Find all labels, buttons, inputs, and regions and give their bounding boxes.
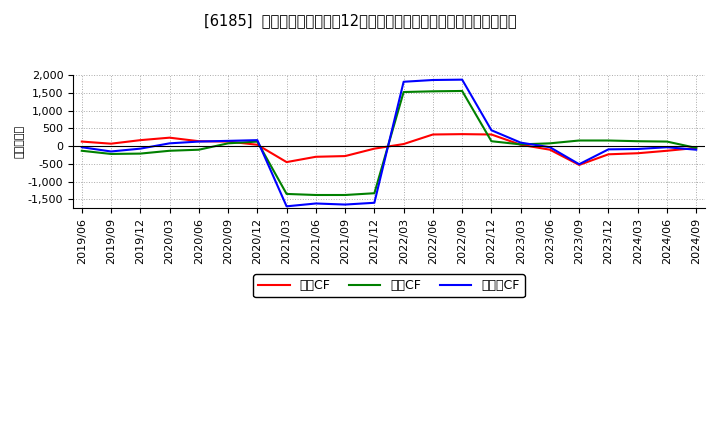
投資CF — [136, 151, 145, 156]
営業CF — [662, 148, 671, 154]
営業CF — [400, 141, 408, 147]
フリーCF — [136, 146, 145, 151]
営業CF — [575, 162, 583, 168]
フリーCF — [634, 147, 642, 152]
営業CF — [107, 141, 115, 147]
Line: フリーCF: フリーCF — [82, 80, 696, 206]
投資CF — [428, 89, 437, 94]
営業CF — [634, 150, 642, 156]
フリーCF — [78, 145, 86, 150]
営業CF — [136, 138, 145, 143]
営業CF — [224, 139, 233, 144]
フリーCF — [253, 138, 261, 143]
営業CF — [194, 139, 203, 144]
営業CF — [692, 145, 701, 150]
フリーCF — [487, 128, 496, 133]
フリーCF — [458, 77, 467, 82]
投資CF — [634, 139, 642, 144]
Y-axis label: （百万円）: （百万円） — [15, 125, 25, 158]
投資CF — [604, 138, 613, 143]
投資CF — [224, 141, 233, 146]
営業CF — [516, 142, 525, 147]
フリーCF — [546, 145, 554, 150]
フリーCF — [428, 77, 437, 83]
フリーCF — [575, 161, 583, 167]
フリーCF — [341, 202, 349, 207]
営業CF — [312, 154, 320, 159]
フリーCF — [400, 79, 408, 84]
投資CF — [400, 89, 408, 95]
営業CF — [428, 132, 437, 137]
フリーCF — [370, 200, 379, 205]
営業CF — [282, 159, 291, 165]
フリーCF — [165, 141, 174, 146]
投資CF — [370, 191, 379, 196]
営業CF — [78, 139, 86, 144]
フリーCF — [692, 147, 701, 152]
投資CF — [165, 148, 174, 154]
フリーCF — [107, 149, 115, 154]
Line: 営業CF: 営業CF — [82, 134, 696, 165]
フリーCF — [194, 139, 203, 144]
フリーCF — [516, 140, 525, 145]
投資CF — [487, 139, 496, 144]
投資CF — [458, 88, 467, 94]
投資CF — [692, 145, 701, 150]
Line: 投資CF: 投資CF — [82, 91, 696, 195]
投資CF — [312, 192, 320, 198]
営業CF — [604, 152, 613, 157]
フリーCF — [224, 138, 233, 143]
投資CF — [78, 148, 86, 154]
営業CF — [487, 132, 496, 137]
フリーCF — [312, 201, 320, 206]
投資CF — [253, 139, 261, 144]
投資CF — [194, 147, 203, 152]
投資CF — [662, 139, 671, 144]
営業CF — [341, 154, 349, 159]
営業CF — [546, 147, 554, 152]
Legend: 営業CF, 投資CF, フリーCF: 営業CF, 投資CF, フリーCF — [253, 274, 525, 297]
投資CF — [341, 192, 349, 198]
投資CF — [516, 142, 525, 147]
営業CF — [458, 132, 467, 137]
投資CF — [546, 141, 554, 146]
フリーCF — [604, 147, 613, 152]
投資CF — [575, 138, 583, 143]
フリーCF — [282, 204, 291, 209]
フリーCF — [662, 145, 671, 150]
営業CF — [370, 146, 379, 151]
Text: [6185]  キャッシュフローの12か月移動合計の対前年同期増減額の推移: [6185] キャッシュフローの12か月移動合計の対前年同期増減額の推移 — [204, 13, 516, 28]
投資CF — [107, 151, 115, 157]
営業CF — [253, 142, 261, 147]
投資CF — [282, 191, 291, 197]
営業CF — [165, 135, 174, 140]
